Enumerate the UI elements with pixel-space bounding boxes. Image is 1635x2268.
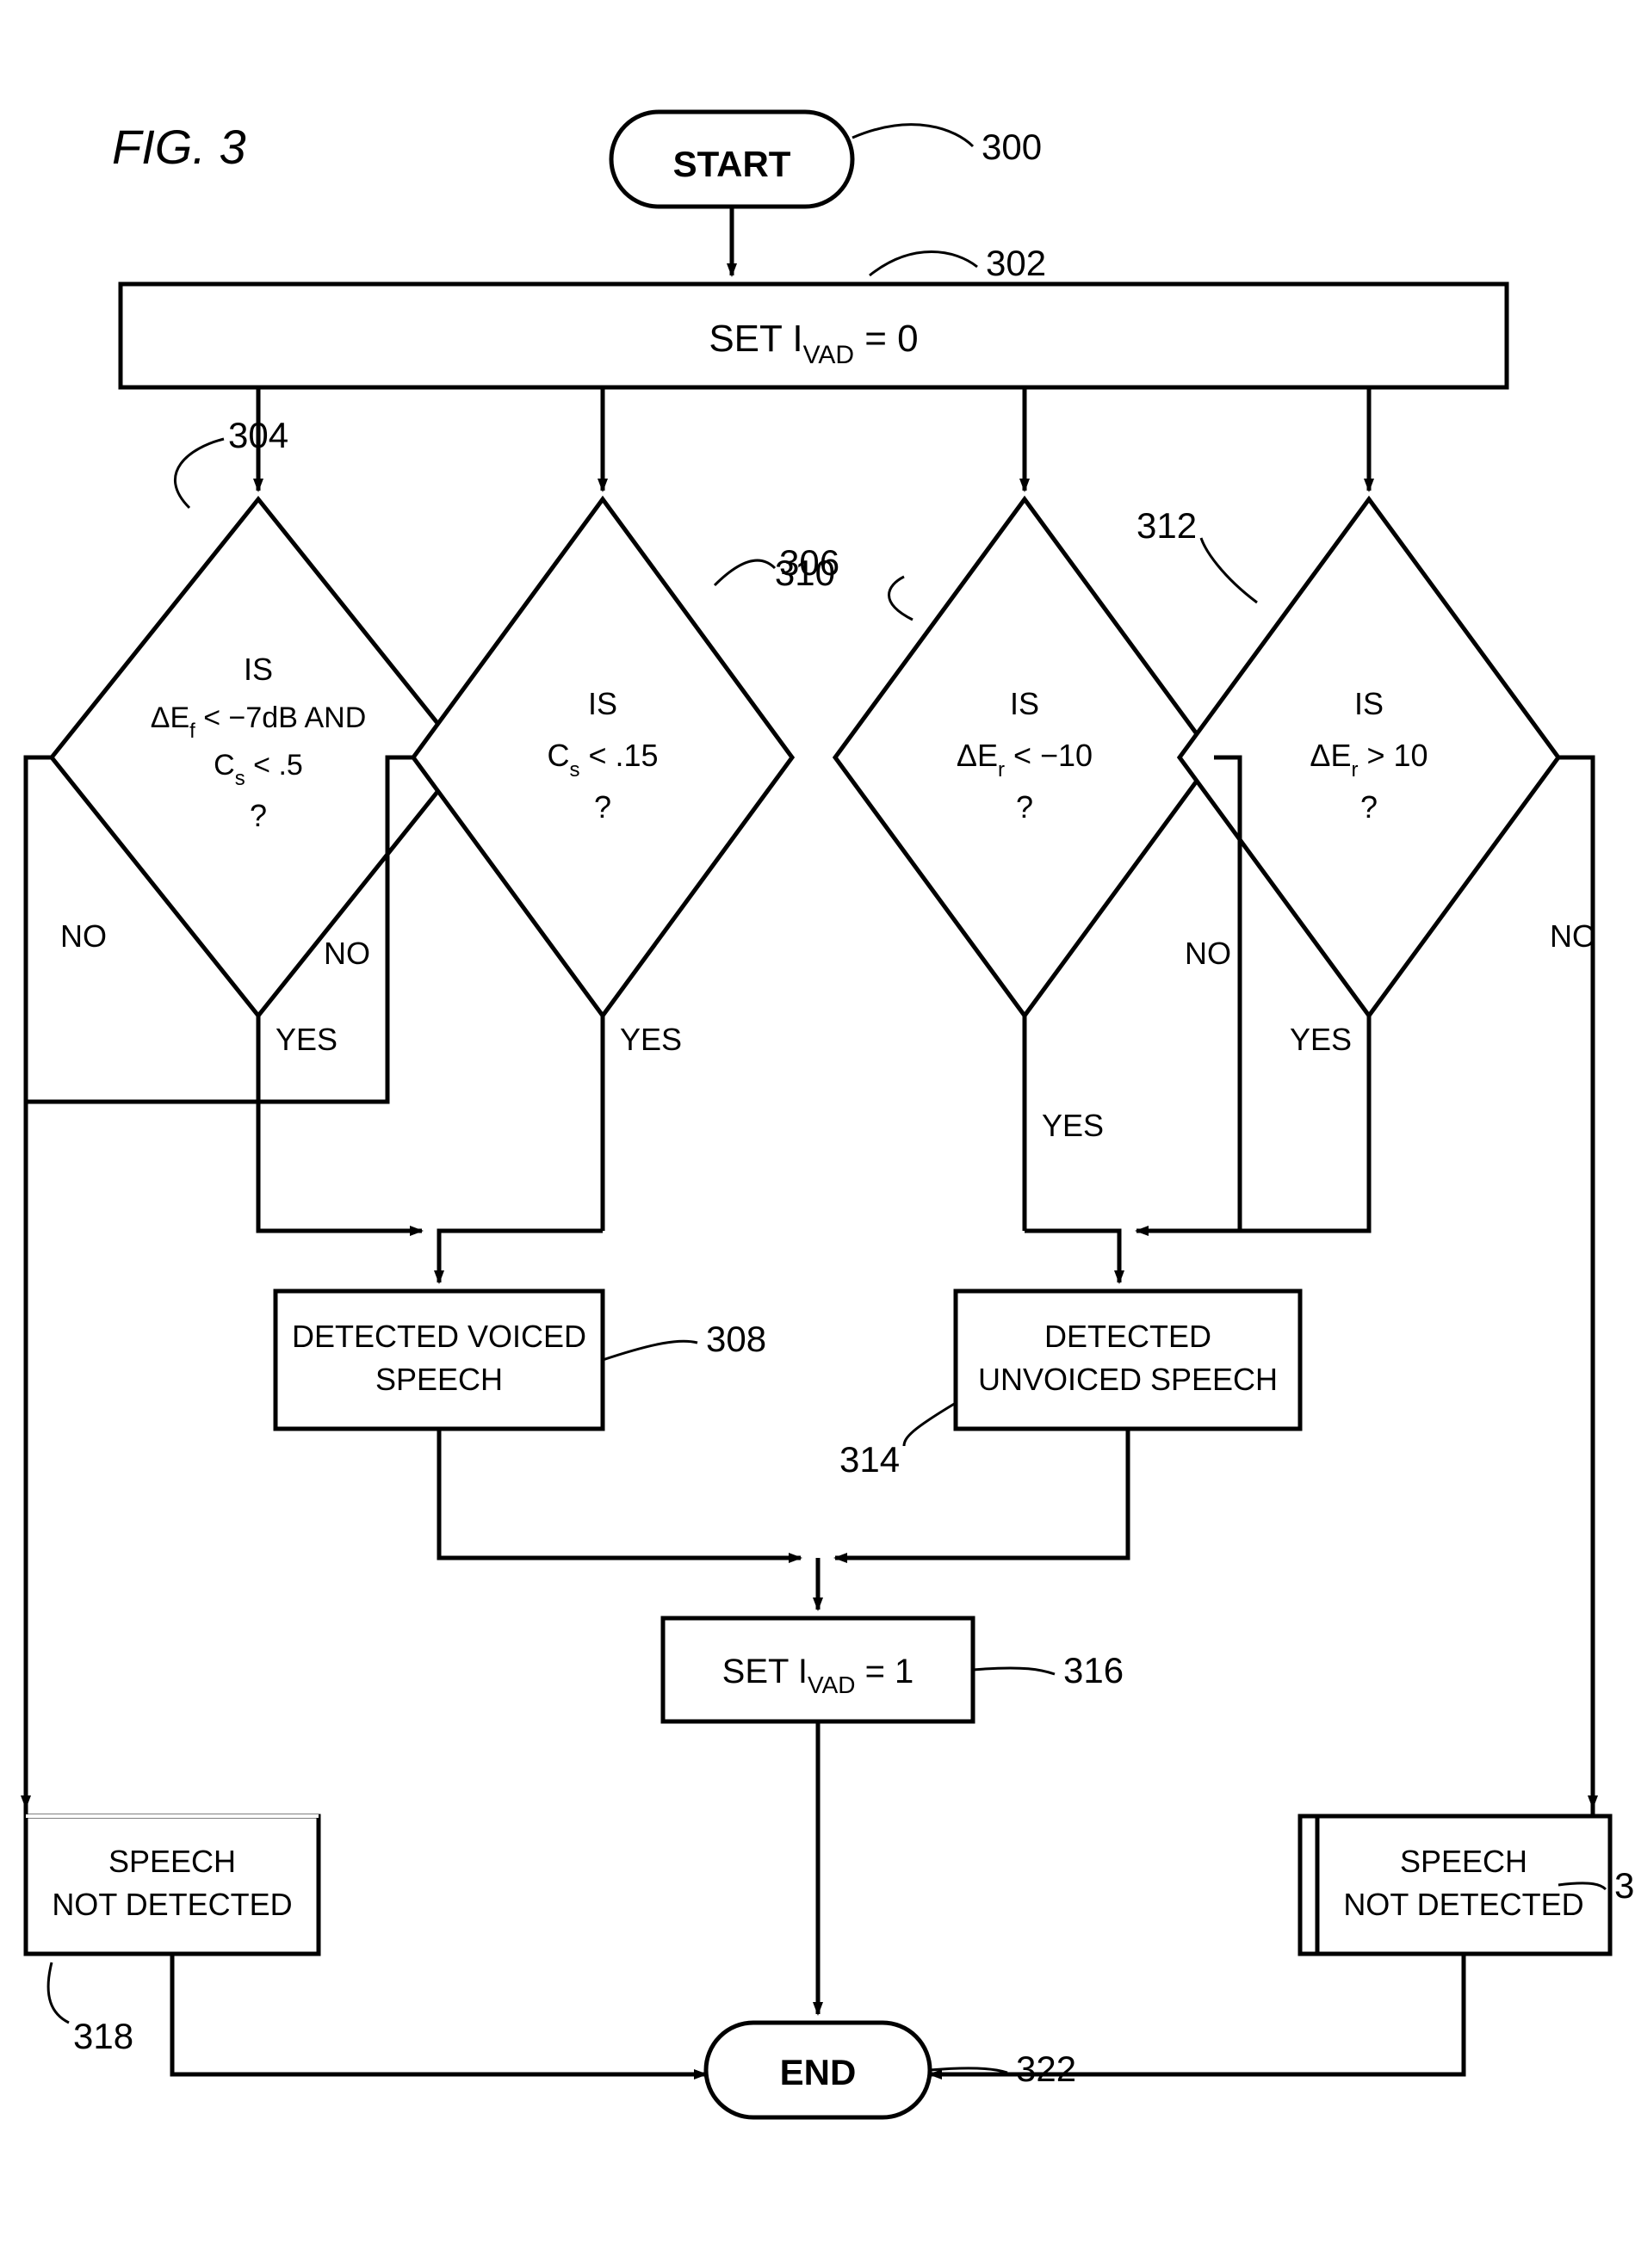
- detected-voiced-speech-process: DETECTED VOICED SPEECH 308: [276, 1291, 766, 1429]
- svg-text:DETECTED: DETECTED: [1044, 1319, 1211, 1354]
- svg-text:NO: NO: [324, 936, 370, 971]
- svg-text:YES: YES: [1042, 1108, 1104, 1143]
- figure-number: FIG. 3: [112, 120, 246, 174]
- edge-310-yes: YES: [1025, 1016, 1119, 1282]
- svg-text:310: 310: [775, 553, 835, 593]
- svg-text:322: 322: [1016, 2049, 1076, 2089]
- edge-312-yes: YES: [1136, 1016, 1369, 1231]
- svg-text:END: END: [780, 2052, 857, 2092]
- svg-text:?: ?: [250, 798, 267, 833]
- svg-text:YES: YES: [1290, 1022, 1352, 1057]
- decision-310: IS ΔEr < −10 ? 310: [775, 499, 1214, 1016]
- edge-304-no: NO: [26, 757, 107, 1808]
- svg-text:304: 304: [228, 415, 288, 455]
- svg-text:NOT DETECTED: NOT DETECTED: [52, 1887, 292, 1922]
- decision-304: IS ΔEf < −7dB AND Cs < .5 ? 304: [52, 415, 465, 1016]
- svg-text:SPEECH: SPEECH: [1400, 1844, 1527, 1879]
- svg-text:302: 302: [986, 243, 1046, 283]
- svg-text:?: ?: [1016, 789, 1033, 825]
- svg-text:DETECTED VOICED: DETECTED VOICED: [292, 1319, 586, 1354]
- svg-text:?: ?: [1360, 789, 1378, 825]
- svg-text:IS: IS: [1010, 686, 1039, 721]
- set-ivad-0-process: SET IVAD = 0 302: [121, 243, 1507, 387]
- svg-text:314: 314: [839, 1439, 900, 1480]
- speech-not-detected-320-real: SPEECH NOT DETECTED 320: [1317, 1816, 1635, 1954]
- edge-312-no: NO: [1550, 757, 1596, 1808]
- flowchart-diagram: FIG. 3 START 300 SET IVAD = 0 302 IS ΔEf…: [0, 0, 1635, 2268]
- svg-text:SPEECH: SPEECH: [375, 1362, 503, 1397]
- svg-text:IS: IS: [588, 686, 617, 721]
- detected-unvoiced-speech-process: DETECTED UNVOICED SPEECH 314: [839, 1291, 1300, 1480]
- set-ivad-1-process: SET IVAD = 1 316: [663, 1618, 1124, 1721]
- svg-text:IS: IS: [244, 652, 273, 687]
- edge-320-to-end: [930, 1954, 1464, 2074]
- svg-text:312: 312: [1136, 505, 1197, 546]
- svg-text:316: 316: [1063, 1650, 1124, 1690]
- end-terminator: END 322: [706, 2023, 1076, 2117]
- edge-304-yes: YES: [258, 1016, 422, 1231]
- svg-text:318: 318: [73, 2016, 133, 2056]
- svg-text:NO: NO: [60, 918, 107, 954]
- svg-text:NO: NO: [1550, 918, 1596, 954]
- svg-text:NO: NO: [1185, 936, 1231, 971]
- svg-text:308: 308: [706, 1319, 766, 1359]
- svg-text:IS: IS: [1354, 686, 1384, 721]
- svg-text:300: 300: [982, 127, 1042, 167]
- edge-308-to-316: [439, 1429, 801, 1558]
- svg-text:320: 320: [1614, 1865, 1635, 1906]
- svg-text:?: ?: [594, 789, 611, 825]
- svg-text:UNVOICED SPEECH: UNVOICED SPEECH: [978, 1362, 1278, 1397]
- edge-318-to-end: [172, 1954, 706, 2074]
- svg-text:YES: YES: [620, 1022, 682, 1057]
- edge-306-yes: YES: [439, 1016, 682, 1282]
- svg-text:NOT DETECTED: NOT DETECTED: [1343, 1887, 1583, 1922]
- svg-text:START: START: [673, 144, 791, 184]
- start-terminator: START 300: [611, 112, 1042, 207]
- svg-text:SPEECH: SPEECH: [108, 1844, 236, 1879]
- svg-text:YES: YES: [276, 1022, 338, 1057]
